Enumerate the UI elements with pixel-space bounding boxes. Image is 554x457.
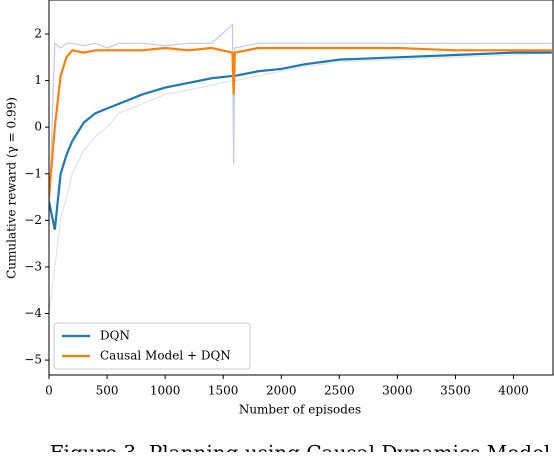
series-line <box>49 46 552 198</box>
y-tick-label: 2 <box>34 27 42 41</box>
y-tick-label: 0 <box>34 120 42 134</box>
x-tick-label: 500 <box>96 384 119 398</box>
y-tick-label: −4 <box>24 306 42 320</box>
y-axis-label: Cumulative reward (γ = 0.99) <box>5 97 19 279</box>
x-tick-label: 3000 <box>382 384 413 398</box>
y-tick-label: −2 <box>24 213 42 227</box>
x-tick-label: 2000 <box>266 384 297 398</box>
x-tick-label: 3500 <box>440 384 471 398</box>
x-axis-label: Number of episodes <box>239 403 361 417</box>
run-line <box>49 23 552 221</box>
x-tick-label: 2500 <box>324 384 355 398</box>
caption: Figure 3. Planning using Causal Dynamics… <box>50 441 551 453</box>
y-tick-label: −1 <box>24 166 42 180</box>
legend-box <box>53 322 251 370</box>
y-tick-label: 1 <box>34 73 42 87</box>
legend-label: Causal Model + DQN <box>100 349 231 363</box>
run-line <box>49 52 552 314</box>
series-line <box>49 51 552 230</box>
x-tick-label: 1000 <box>150 384 181 398</box>
y-tick-label: −5 <box>24 353 42 367</box>
x-tick-label: 4000 <box>498 384 529 398</box>
x-tick-label: 0 <box>45 384 53 398</box>
x-tick-label: 1500 <box>208 384 239 398</box>
plot-frame <box>48 0 554 376</box>
y-tick-label: −3 <box>24 259 42 273</box>
legend-label: DQN <box>100 329 130 343</box>
